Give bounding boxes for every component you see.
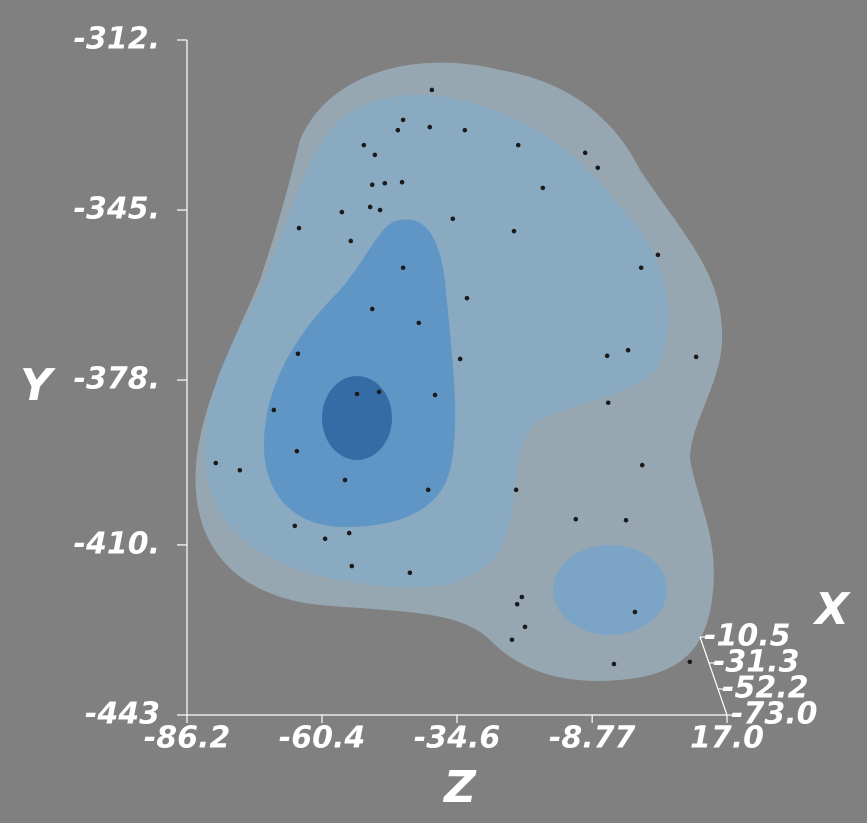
point [399, 179, 405, 185]
point [464, 295, 470, 301]
z-tick-label: 17.0 [690, 721, 764, 756]
point [407, 570, 413, 576]
point [349, 563, 355, 569]
isosurface-core [322, 376, 392, 460]
point [693, 354, 699, 360]
point [369, 306, 375, 312]
point [511, 228, 517, 234]
point [462, 127, 468, 133]
point [509, 637, 515, 643]
point [400, 117, 406, 123]
y-axis-title: Y [20, 360, 56, 411]
y-tick-label: -312. [74, 22, 160, 57]
x-tick-label: -10.5 [704, 619, 790, 654]
point [605, 400, 611, 406]
z-tick-label: -86.2 [144, 721, 230, 756]
point [638, 265, 644, 271]
point [515, 142, 521, 148]
point [655, 252, 661, 258]
z-tick-label: -60.4 [279, 721, 365, 756]
point [295, 351, 301, 357]
isosurfaces [195, 62, 723, 681]
point [582, 150, 588, 156]
point [639, 462, 645, 468]
y-tick-label: -378. [74, 362, 160, 397]
z-tick-label: -8.77 [549, 721, 636, 756]
point [611, 661, 617, 667]
point [429, 87, 435, 93]
point [514, 601, 520, 607]
y-tick-label: -443 [85, 697, 160, 732]
point [322, 536, 328, 542]
point [377, 207, 383, 213]
point [213, 460, 219, 466]
isosurface-third [263, 219, 456, 527]
point [457, 356, 463, 362]
point [296, 225, 302, 231]
point [294, 448, 300, 454]
point [623, 517, 629, 523]
point [432, 392, 438, 398]
point [361, 142, 367, 148]
point [513, 487, 519, 493]
x-tick-label: -52.2 [722, 671, 808, 706]
x-tick-label: -73.0 [731, 697, 817, 732]
y-tick-label: -345. [74, 192, 160, 227]
point [348, 238, 354, 244]
x-axis-title: X [812, 584, 851, 635]
point [450, 216, 456, 222]
point [292, 523, 298, 529]
z-tick-label: -34.6 [414, 721, 500, 756]
point [425, 487, 431, 493]
point [354, 391, 360, 397]
point [632, 609, 638, 615]
point [339, 209, 345, 215]
point [427, 124, 433, 130]
point [400, 265, 406, 271]
point [595, 165, 601, 171]
point [271, 407, 277, 413]
point [376, 389, 382, 395]
point [625, 347, 631, 353]
isosurface-lobe [553, 545, 667, 635]
point [367, 204, 373, 210]
point [416, 320, 422, 326]
point [342, 477, 348, 483]
point [519, 594, 525, 600]
point [687, 659, 693, 665]
x-tick-label: -31.3 [713, 644, 799, 679]
point [522, 624, 528, 630]
z-axis-title: Z [442, 762, 477, 813]
point [382, 180, 388, 186]
point [237, 467, 243, 473]
y-tick-label: -410. [74, 526, 160, 561]
point [395, 127, 401, 133]
point [573, 516, 579, 522]
x-axis-line [699, 636, 728, 716]
point [369, 182, 375, 188]
point [372, 152, 378, 158]
point [604, 353, 610, 359]
point [346, 530, 352, 536]
point [540, 185, 546, 191]
